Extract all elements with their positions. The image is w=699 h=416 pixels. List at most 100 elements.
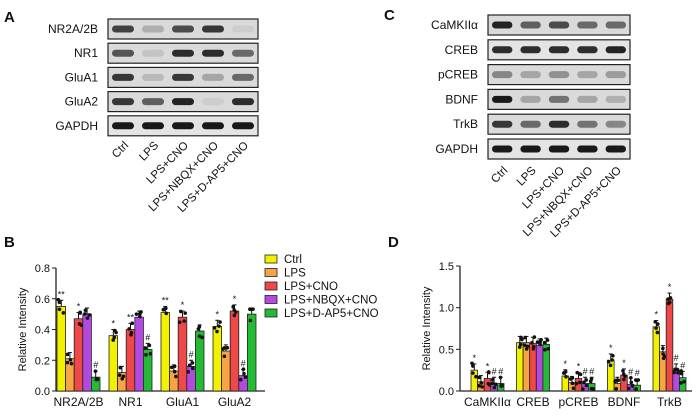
data-point bbox=[574, 381, 579, 386]
data-point bbox=[575, 370, 579, 375]
significance-mark: * bbox=[655, 310, 659, 320]
data-point bbox=[251, 307, 255, 311]
data-point bbox=[138, 314, 142, 319]
y-tick-label: 0.5 bbox=[439, 344, 454, 356]
data-point bbox=[178, 309, 183, 314]
protein-band bbox=[142, 98, 164, 106]
protein-band bbox=[577, 95, 598, 103]
data-point bbox=[248, 318, 253, 323]
y-axis-label: Relative Intensity bbox=[421, 286, 433, 370]
blot-label: CaMKIIα bbox=[431, 18, 478, 32]
blot-label: GAPDH bbox=[435, 142, 478, 156]
data-point bbox=[477, 384, 481, 388]
data-point bbox=[525, 344, 530, 349]
data-point bbox=[661, 352, 665, 356]
blot-label: NR1 bbox=[74, 46, 98, 60]
data-point bbox=[519, 335, 523, 340]
data-point bbox=[148, 352, 153, 356]
lane-label: Ctrl bbox=[489, 165, 510, 186]
data-point bbox=[470, 361, 474, 366]
protein-band bbox=[492, 46, 513, 54]
protein-band bbox=[520, 145, 541, 153]
data-point bbox=[578, 372, 583, 377]
data-point bbox=[530, 341, 534, 345]
data-point bbox=[589, 386, 594, 391]
panel-label-b: B bbox=[4, 234, 15, 251]
data-point bbox=[623, 374, 627, 378]
data-point bbox=[130, 321, 135, 326]
data-point bbox=[494, 382, 498, 387]
significance-mark: * bbox=[609, 343, 613, 353]
data-point bbox=[118, 365, 122, 370]
protein-band bbox=[492, 95, 513, 103]
data-point bbox=[611, 353, 615, 358]
protein-band bbox=[112, 122, 134, 130]
data-point bbox=[654, 326, 658, 330]
significance-mark: * bbox=[473, 353, 477, 363]
data-point bbox=[144, 353, 148, 357]
protein-band bbox=[605, 46, 626, 54]
data-point bbox=[570, 381, 575, 386]
data-point bbox=[186, 370, 191, 374]
protein-band bbox=[577, 21, 598, 29]
significance-mark: ** bbox=[127, 312, 135, 322]
significance-mark: * bbox=[216, 309, 220, 319]
significance-mark: * bbox=[622, 358, 626, 368]
x-tick-label: GluA1 bbox=[166, 395, 200, 409]
panel-label-d: D bbox=[388, 234, 399, 251]
data-point bbox=[232, 313, 237, 318]
bar bbox=[82, 313, 92, 392]
x-tick-label: GluA2 bbox=[218, 395, 252, 409]
data-point bbox=[231, 304, 235, 309]
significance-mark: * bbox=[486, 361, 490, 371]
bar bbox=[177, 316, 188, 392]
legend-label: LPS+NBQX+CNO bbox=[284, 295, 377, 307]
data-point bbox=[121, 374, 126, 379]
data-point bbox=[492, 385, 497, 390]
protein-band bbox=[202, 122, 224, 130]
data-point bbox=[522, 343, 527, 348]
data-point bbox=[241, 367, 246, 371]
protein-band bbox=[172, 122, 194, 130]
y-tick-label: 1.5 bbox=[439, 261, 454, 273]
y-tick-label: 1.0 bbox=[439, 303, 454, 315]
significance-mark: # bbox=[628, 367, 633, 377]
data-point bbox=[543, 347, 547, 352]
data-point bbox=[93, 369, 98, 373]
x-tick-label: pCREB bbox=[558, 395, 598, 409]
significance-mark: * bbox=[668, 282, 672, 292]
panel-label-a: A bbox=[4, 9, 15, 26]
data-point bbox=[83, 312, 87, 316]
protein-band bbox=[232, 122, 254, 130]
protein-band bbox=[202, 25, 224, 33]
bar bbox=[73, 318, 84, 392]
data-point bbox=[667, 300, 672, 305]
data-point bbox=[243, 375, 248, 379]
bar bbox=[246, 313, 257, 392]
legend-swatch bbox=[264, 308, 278, 318]
data-point bbox=[57, 307, 62, 312]
blot-label: TrkB bbox=[453, 117, 478, 131]
data-point bbox=[578, 380, 582, 385]
bar bbox=[542, 343, 550, 392]
data-point bbox=[197, 334, 202, 338]
data-point bbox=[83, 308, 88, 313]
data-point bbox=[538, 342, 542, 347]
data-point bbox=[111, 338, 116, 342]
data-point bbox=[61, 311, 66, 315]
significance-mark: # bbox=[583, 366, 588, 376]
data-point bbox=[490, 377, 495, 382]
data-point bbox=[622, 377, 626, 382]
bar bbox=[652, 326, 660, 392]
blot-label: NR2A/2B bbox=[48, 22, 98, 36]
data-point bbox=[679, 381, 683, 385]
data-point bbox=[112, 335, 117, 340]
protein-band bbox=[232, 73, 254, 81]
data-point bbox=[147, 343, 152, 348]
data-point bbox=[582, 380, 586, 385]
data-point bbox=[172, 364, 177, 369]
